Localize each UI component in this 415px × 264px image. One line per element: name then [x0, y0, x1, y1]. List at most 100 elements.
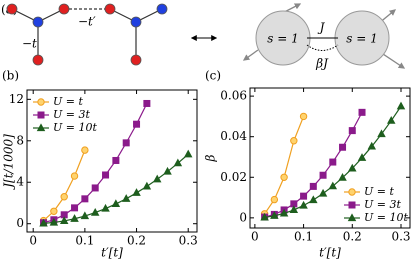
- legend-label: U = 10t: [364, 211, 408, 224]
- data-point: [280, 173, 288, 181]
- plot-frame: [26, 89, 198, 233]
- data-point: [309, 182, 317, 190]
- data-point: [396, 101, 406, 110]
- series-line: [264, 116, 305, 215]
- hopping-label: −t: [22, 37, 37, 51]
- data-point: [81, 146, 89, 154]
- data-point: [133, 120, 141, 128]
- legend-label: U = 10t: [53, 121, 97, 134]
- legend-marker: [348, 188, 356, 196]
- data-point: [163, 166, 172, 175]
- data-point: [319, 171, 327, 179]
- data-point: [70, 172, 79, 180]
- data-point: [121, 194, 131, 202]
- data-point: [60, 193, 68, 201]
- data-point: [300, 192, 308, 200]
- panel-label: (b): [2, 69, 19, 83]
- data-point: [111, 199, 121, 208]
- data-point: [358, 108, 366, 116]
- spin-label: s = 1: [346, 32, 377, 46]
- data-point: [59, 216, 69, 225]
- x-tick-label: 0.1: [75, 234, 94, 248]
- y-tick-label: 0.04: [220, 129, 247, 143]
- x-tick-label: 0: [251, 230, 259, 244]
- legend-label: U = t: [364, 185, 394, 198]
- data-point: [339, 143, 347, 151]
- data-point: [122, 139, 130, 147]
- plot-frame: [249, 87, 411, 229]
- x-axis-label: t′[t]: [319, 246, 341, 260]
- x-tick-label: 0.1: [294, 230, 313, 244]
- y-tick-label: 12: [9, 92, 24, 106]
- data-point: [142, 181, 152, 190]
- x-tick-label: 0.2: [343, 230, 362, 244]
- legend-marker: [36, 123, 46, 132]
- data-point: [90, 207, 100, 216]
- x-tick-label: 0.3: [179, 234, 198, 248]
- data-point: [143, 99, 151, 107]
- data-point: [81, 195, 89, 203]
- lattice-sites: [6, 3, 168, 66]
- data-point: [328, 181, 338, 190]
- hopping-prime-label: −t′: [78, 15, 96, 29]
- spin-arrow: [242, 49, 259, 61]
- data-point: [329, 158, 337, 166]
- data-point: [289, 205, 299, 214]
- data-point: [318, 188, 328, 197]
- y-tick-label: 0.02: [220, 170, 247, 184]
- x-axis-label: t′[t]: [101, 246, 123, 260]
- y-tick-label: 0: [16, 216, 24, 230]
- data-point: [91, 184, 99, 192]
- spin-label: s = 1: [267, 32, 298, 46]
- legend-marker: [37, 98, 45, 106]
- y-tick-label: 8: [16, 133, 24, 147]
- legend-marker: [37, 111, 45, 119]
- y-tick-label: 4: [16, 175, 24, 189]
- data-point: [50, 207, 58, 215]
- x-tick-label: 0.3: [391, 230, 410, 244]
- data-point: [132, 188, 141, 196]
- panel-label: (c): [205, 69, 221, 83]
- legend-label: U = t: [53, 95, 83, 108]
- y-axis-label: J[t/1000]: [2, 134, 16, 191]
- data-point: [299, 112, 308, 121]
- data-point: [357, 153, 367, 161]
- data-point: [101, 203, 110, 212]
- data-point: [279, 208, 289, 217]
- data-point: [70, 214, 79, 222]
- data-point: [299, 200, 308, 209]
- data-point: [367, 141, 377, 150]
- coupling-beta-label: βJ: [315, 57, 329, 71]
- legend-marker: [347, 213, 357, 222]
- series-line: [43, 149, 86, 222]
- data-point: [39, 218, 48, 227]
- data-point: [152, 174, 162, 183]
- data-point: [49, 217, 59, 226]
- data-point: [387, 116, 396, 124]
- spin-arrow: [379, 51, 406, 69]
- data-point: [112, 156, 120, 164]
- legend-label: U = 3t: [364, 198, 401, 211]
- data-point: [173, 158, 183, 167]
- coupling-arc: [306, 44, 339, 51]
- coupling-label: J: [317, 21, 326, 35]
- legend-label: U = 3t: [53, 108, 90, 121]
- data-point: [338, 173, 347, 181]
- data-point: [309, 195, 318, 204]
- data-point: [377, 129, 386, 138]
- data-point: [348, 163, 357, 172]
- y-axis-label: β: [204, 154, 218, 162]
- data-point: [348, 127, 356, 135]
- x-tick-label: 0: [29, 234, 37, 248]
- x-tick-label: 0.2: [127, 234, 146, 248]
- data-point: [270, 211, 279, 219]
- panel-a: (a) −t −t′ s = 1 s = 1 J βJ: [1, 3, 406, 71]
- data-point: [270, 195, 279, 204]
- data-point: [290, 137, 298, 145]
- data-point: [71, 204, 79, 212]
- data-point: [183, 149, 193, 158]
- data-point: [260, 212, 269, 221]
- data-point: [80, 211, 90, 220]
- data-point: [102, 171, 110, 179]
